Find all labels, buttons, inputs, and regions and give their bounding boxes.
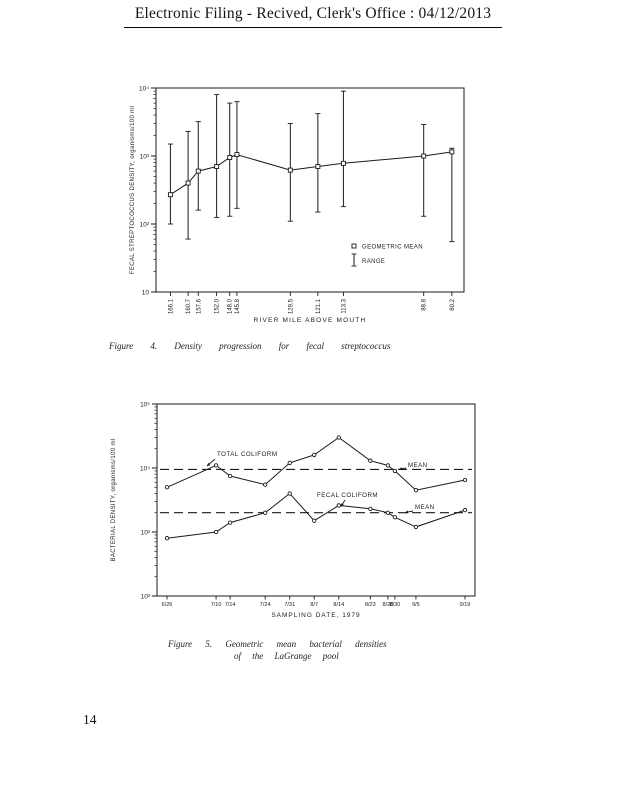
svg-text:TOTAL COLIFORM: TOTAL COLIFORM — [217, 451, 278, 458]
svg-text:145.8: 145.8 — [235, 298, 241, 314]
svg-text:9/5: 9/5 — [412, 602, 420, 608]
svg-text:10: 10 — [142, 289, 150, 296]
page-number: 14 — [83, 712, 97, 727]
svg-text:7/10: 7/10 — [211, 602, 222, 608]
svg-text:8/28: 8/28 — [383, 602, 394, 608]
svg-text:BACTERIAL DENSITY, organisms/1: BACTERIAL DENSITY, organisms/100 ml — [111, 439, 117, 562]
svg-text:SAMPLING DATE, 1979: SAMPLING DATE, 1979 — [271, 612, 360, 619]
page-header: Electronic Filing - Recived, Clerk's Off… — [124, 5, 502, 28]
svg-text:157.6: 157.6 — [196, 298, 202, 314]
svg-text:88.8: 88.8 — [422, 298, 428, 310]
svg-text:8/14: 8/14 — [333, 602, 344, 608]
svg-text:MEAN: MEAN — [408, 462, 427, 469]
svg-text:MEAN: MEAN — [415, 504, 434, 511]
figure5-chart: 10² 10³ 10⁴ 10⁵ 6/26 7/10 7/14 7/24 7/31 8/7 8/14 8… — [111, 401, 476, 619]
svg-text:6/26: 6/26 — [162, 602, 173, 608]
svg-text:8/30: 8/30 — [390, 602, 401, 608]
svg-text:RANGE: RANGE — [362, 259, 385, 265]
figure4-caption: Figure 4. Density progression for fecal … — [109, 341, 391, 351]
svg-text:80.2: 80.2 — [450, 298, 456, 310]
header-title: Electronic Filing - Recived, Clerk's Off… — [134, 5, 492, 22]
svg-text:FECAL COLIFORM: FECAL COLIFORM — [317, 492, 378, 499]
svg-text:148.0: 148.0 — [228, 298, 234, 314]
svg-text:GEOMETRIC MEAN: GEOMETRIC MEAN — [362, 245, 423, 251]
svg-text:7/24: 7/24 — [260, 602, 271, 608]
figure5-caption-line1: Figure 5. Geometric mean bacterial densi… — [168, 639, 387, 649]
svg-text:10⁴: 10⁴ — [139, 85, 149, 92]
svg-text:10²: 10² — [141, 593, 151, 600]
svg-text:7/14: 7/14 — [225, 602, 236, 608]
svg-text:9/19: 9/19 — [460, 602, 471, 608]
svg-text:152.0: 152.0 — [215, 298, 221, 314]
svg-text:10⁵: 10⁵ — [140, 401, 150, 408]
svg-text:7/31: 7/31 — [284, 602, 295, 608]
figure4-chart: 10 10² 10³ 10⁴ 166.1 160.7 157.6 152.0 148.0 145.… — [130, 85, 465, 324]
svg-text:10³: 10³ — [141, 529, 151, 536]
svg-text:113.3: 113.3 — [341, 298, 347, 313]
svg-text:8/23: 8/23 — [365, 602, 376, 608]
svg-text:RIVER MILE ABOVE MOUTH: RIVER MILE ABOVE MOUTH — [254, 317, 367, 324]
figure5-caption-line2: of the LaGrange pool — [234, 651, 339, 661]
svg-text:8/7: 8/7 — [310, 602, 318, 608]
svg-text:10⁴: 10⁴ — [140, 465, 150, 472]
svg-text:121.1: 121.1 — [316, 298, 322, 314]
svg-text:166.1: 166.1 — [168, 298, 174, 314]
svg-text:129.5: 129.5 — [288, 298, 294, 314]
svg-text:FECAL STREPTOCOCCUS DENSITY, o: FECAL STREPTOCOCCUS DENSITY, organisms/1… — [130, 106, 136, 274]
svg-text:10²: 10² — [140, 221, 150, 228]
svg-text:10³: 10³ — [140, 153, 150, 160]
svg-text:160.7: 160.7 — [186, 298, 192, 314]
